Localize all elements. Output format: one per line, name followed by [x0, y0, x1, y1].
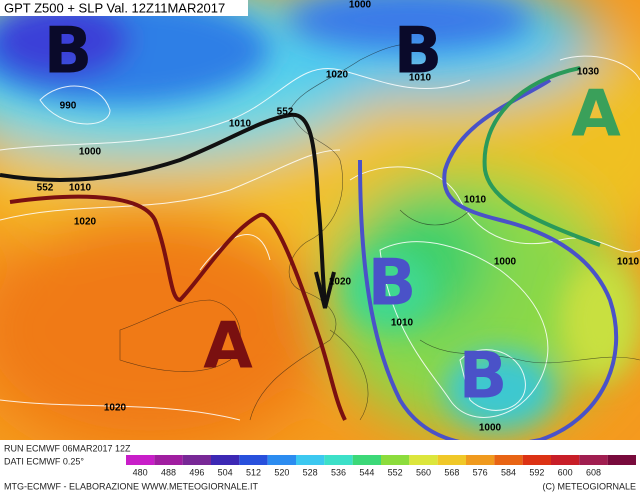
scale-label: 568 — [444, 467, 459, 477]
scale-swatch — [296, 455, 325, 465]
scale-swatch — [551, 455, 580, 465]
scale-label: 504 — [218, 467, 233, 477]
scale-swatch — [126, 455, 155, 465]
isobar-label: 990 — [60, 101, 77, 112]
pressure-center: B — [44, 15, 93, 89]
scale-swatch — [381, 455, 410, 465]
scale-label: 512 — [246, 467, 261, 477]
scale-label: 520 — [274, 467, 289, 477]
scale-label: 528 — [303, 467, 318, 477]
scale-swatch — [211, 455, 240, 465]
isobars — [0, 55, 640, 421]
isobar-label: 1010 — [617, 257, 640, 268]
trough-loop — [358, 78, 619, 440]
map-title: GPT Z500 + SLP Val. 12Z11MAR2017 — [4, 0, 225, 15]
scale-swatch — [154, 455, 183, 465]
scale-label: 544 — [359, 467, 374, 477]
pressure-center: B — [459, 340, 508, 414]
title-box — [0, 0, 248, 16]
pressure-center: A — [571, 78, 621, 152]
scale-swatch — [466, 455, 495, 465]
scale-swatch — [409, 455, 438, 465]
ridge-loop — [482, 66, 601, 247]
isobar-label: 1020 — [326, 70, 349, 81]
scale-label: 560 — [416, 467, 431, 477]
isobar-label: 1000 — [479, 423, 502, 434]
isobar-label: 1010 — [409, 73, 432, 84]
isobar-label: 1020 — [329, 277, 352, 288]
pressure-center: B — [368, 247, 417, 321]
ridge-line — [9, 194, 347, 421]
scale-swatch — [607, 455, 636, 465]
scale-swatch — [352, 455, 381, 465]
scale-swatch — [437, 455, 466, 465]
scale-swatch — [182, 455, 211, 465]
scale-label: 480 — [133, 467, 148, 477]
trough-arrow — [0, 112, 327, 306]
isobar-label: 1010 — [229, 119, 252, 130]
scale-label: 488 — [161, 467, 176, 477]
credits: MTG-ECMWF - ELABORAZIONE WWW.METEOGIORNA… — [4, 481, 259, 491]
scale-label: 600 — [558, 467, 573, 477]
isobar-label: 1000 — [494, 257, 517, 268]
pressure-center: A — [203, 310, 253, 384]
isobar-label: 1010 — [464, 195, 487, 206]
isobar-label: 1010 — [391, 318, 414, 329]
map-field — [0, 0, 640, 440]
isobar-label: 552 — [37, 183, 54, 194]
isobar-label: 1020 — [104, 403, 127, 414]
data-source: DATI ECMWF 0.25° — [4, 456, 84, 466]
isobar-label: 552 — [277, 107, 294, 118]
scale-swatch — [239, 455, 268, 465]
isobar-label: 1010 — [69, 183, 92, 194]
scale-label: 584 — [501, 467, 516, 477]
scale-label: 536 — [331, 467, 346, 477]
scale-swatch — [267, 455, 296, 465]
coastlines — [119, 43, 640, 421]
isobar-label: 1020 — [74, 217, 97, 228]
scale-swatch — [324, 455, 353, 465]
scale-label: 552 — [388, 467, 403, 477]
run-info: RUN ECMWF 06MAR2017 12Z — [4, 443, 131, 453]
isobar-label: 1030 — [577, 67, 600, 78]
copyright: (C) METEOGIORNALE — [542, 481, 636, 491]
scale-label: 608 — [586, 467, 601, 477]
isobar-label: 1000 — [349, 0, 372, 11]
scale-label: 496 — [189, 467, 204, 477]
scale-label: 592 — [529, 467, 544, 477]
scale-label: 576 — [473, 467, 488, 477]
footer-bg — [0, 440, 640, 493]
scale-swatch — [579, 455, 608, 465]
scale-swatch — [522, 455, 551, 465]
arrow-head — [314, 271, 336, 309]
pressure-center: B — [394, 15, 443, 89]
isobar-label: 1000 — [79, 147, 102, 158]
scale-swatch — [494, 455, 523, 465]
